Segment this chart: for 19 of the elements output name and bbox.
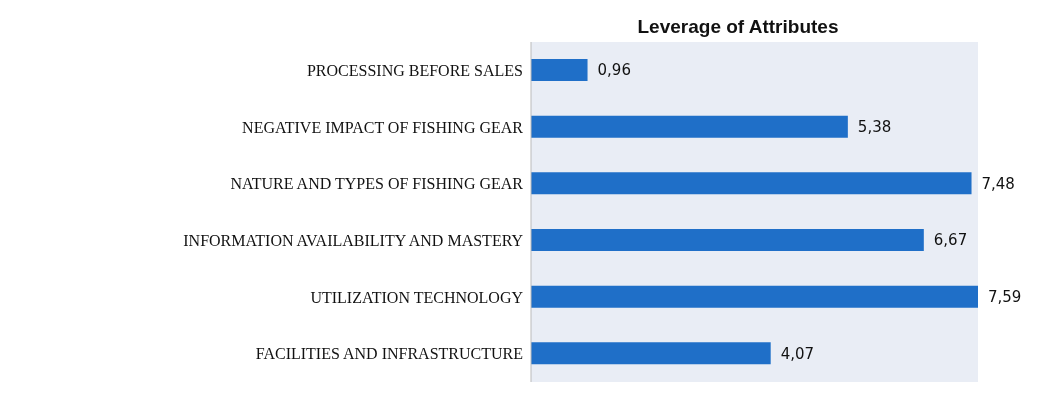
bar xyxy=(531,172,972,195)
data-label: 0,96 xyxy=(597,61,631,80)
data-label: 4,07 xyxy=(780,344,815,363)
bar xyxy=(531,59,588,81)
y-tick-label: UTILIZATION TECHNOLOGY xyxy=(310,288,524,306)
y-tick-label: INFORMATION AVAILABILITY AND MASTERY xyxy=(183,232,524,250)
bar xyxy=(531,285,978,308)
y-tick-label: PROCESSING BEFORE SALES xyxy=(306,62,523,80)
bar xyxy=(531,342,771,365)
bar xyxy=(531,229,924,251)
data-label: 7,48 xyxy=(981,174,1015,193)
bar xyxy=(531,115,848,138)
data-label: 6,67 xyxy=(933,231,968,250)
y-tick-label: FACILITIES AND INFRASTRUCTURE xyxy=(255,345,523,363)
data-label: 7,59 xyxy=(988,287,1022,306)
chart-title: Leverage of Attributes xyxy=(636,16,840,38)
y-tick-label: NEGATIVE IMPACT OF FISHING GEAR xyxy=(242,118,524,136)
data-label: 5,38 xyxy=(857,117,892,136)
y-tick-label: NATURE AND TYPES OF FISHING GEAR xyxy=(230,175,524,193)
